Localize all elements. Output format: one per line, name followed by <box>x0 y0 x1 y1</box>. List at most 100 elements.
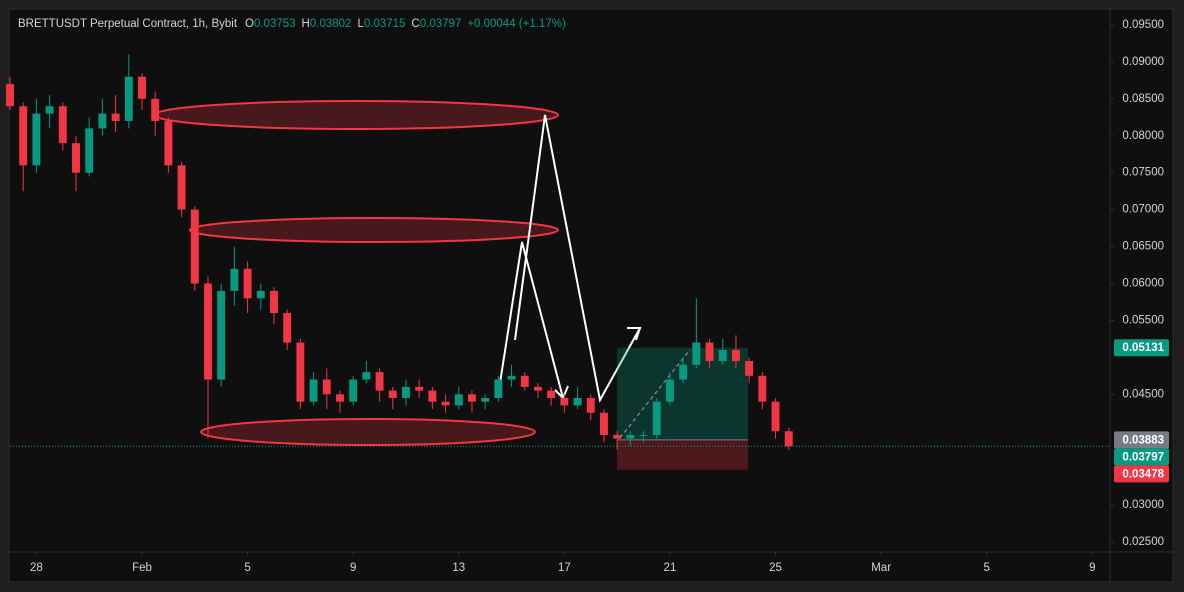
candle-body <box>243 268 252 299</box>
candle-body <box>468 394 476 402</box>
price-label-box <box>1114 465 1169 483</box>
ohlc: O0.03753 H0.03802 L0.03715 C0.03797 <box>245 18 461 30</box>
candle-body <box>309 379 318 402</box>
candle-body <box>639 434 648 436</box>
candle-body <box>586 397 595 413</box>
ohlc-label: C <box>411 18 419 30</box>
candle-body <box>45 106 54 114</box>
price-label: 0.05131 <box>1122 342 1164 354</box>
candle-body <box>599 412 608 435</box>
candle-body <box>85 128 94 173</box>
candle-body <box>402 386 410 398</box>
stop-zone <box>617 439 748 470</box>
trade-path <box>619 349 691 439</box>
candle-body <box>758 375 767 402</box>
candle-body <box>256 290 265 299</box>
arrow-head <box>627 327 642 341</box>
y-tick-label: 0.09000 <box>1122 56 1164 68</box>
candle-body <box>19 106 28 166</box>
candle-body <box>138 76 146 99</box>
candle-body <box>322 379 331 395</box>
candle-body <box>507 375 516 380</box>
candle-body <box>362 372 371 380</box>
price-label-box <box>1114 339 1169 357</box>
y-tick-label: 0.03000 <box>1122 499 1164 511</box>
ohlc-value: 0.03802 <box>310 18 352 30</box>
candle-body <box>547 390 556 398</box>
candle-body <box>177 165 186 210</box>
candle-body <box>164 121 173 166</box>
x-tick-label: 5 <box>984 562 990 574</box>
candle-body <box>58 106 67 144</box>
candle-body <box>771 401 780 432</box>
legend: BRETTUSDT Perpetual Contract, 1h, Bybit O… <box>18 18 566 30</box>
x-tick-label: Feb <box>132 562 152 574</box>
x-tick-label: Mar <box>871 562 891 574</box>
candle-body <box>204 283 212 380</box>
candle-body <box>388 390 397 398</box>
path-arrow <box>514 114 641 403</box>
candle-body <box>32 113 41 166</box>
ohlc-label: L <box>357 18 364 30</box>
x-tick-label: 25 <box>769 562 782 574</box>
candle-body <box>560 397 569 406</box>
candle-body <box>494 379 503 398</box>
candle-body <box>745 361 754 376</box>
candle-body <box>6 84 14 107</box>
x-tick-label: 5 <box>244 562 250 574</box>
y-tick-label: 0.07000 <box>1122 204 1164 216</box>
x-tick-label: 28 <box>30 562 43 574</box>
zone <box>153 100 559 130</box>
candle-body <box>613 434 622 439</box>
price-label-box <box>1114 431 1169 449</box>
drawings <box>153 100 642 446</box>
ohlc-value: 0.03715 <box>364 18 406 30</box>
x-tick-label: 9 <box>350 562 356 574</box>
ohlc-value: 0.03797 <box>420 18 462 30</box>
symbol: BRETTUSDT Perpetual Contract, 1h, Bybit <box>18 18 238 30</box>
candle-body <box>111 113 120 122</box>
target-zone <box>617 347 748 440</box>
candle-body <box>665 379 674 402</box>
candle-body <box>375 372 384 391</box>
price-label: 0.03478 <box>1122 468 1164 480</box>
y-tick-label: 0.06000 <box>1122 278 1164 290</box>
candle-body <box>441 401 450 406</box>
candle-body <box>520 375 529 387</box>
candle-body <box>230 268 239 291</box>
candle-body <box>573 397 582 406</box>
panel <box>8 8 1174 583</box>
x-tick-label: 9 <box>1089 562 1095 574</box>
price-label-box <box>1114 448 1169 466</box>
ohlc-label: H <box>302 18 310 30</box>
candle-body <box>283 313 292 343</box>
x-tick-label: 21 <box>664 562 677 574</box>
candle-body <box>481 397 490 402</box>
candle-body <box>784 431 793 447</box>
x-tick-label: 17 <box>558 562 571 574</box>
ohlc-value: 0.03753 <box>254 18 296 30</box>
y-tick-label: 0.02500 <box>1122 536 1164 548</box>
price-label: 0.03883 <box>1122 434 1164 446</box>
candle-body <box>124 76 133 122</box>
path-arrow <box>499 241 564 399</box>
candle-body <box>190 209 199 284</box>
y-tick-label: 0.04500 <box>1122 388 1164 400</box>
candle-body <box>428 390 437 402</box>
candle-body <box>652 401 661 435</box>
y-tick-label: 0.06500 <box>1122 241 1164 253</box>
candle-body <box>349 379 358 402</box>
candle-body <box>415 386 424 391</box>
price-label: 0.03797 <box>1122 451 1164 463</box>
candle-body <box>731 349 740 362</box>
ohlc-label: O <box>245 18 254 30</box>
candle-body <box>98 113 107 129</box>
y-tick-label: 0.07500 <box>1122 167 1164 179</box>
candle-body <box>533 386 542 391</box>
candle-body <box>626 434 635 439</box>
zone <box>189 217 559 243</box>
candle-body <box>454 394 463 406</box>
candle-body <box>217 290 226 380</box>
